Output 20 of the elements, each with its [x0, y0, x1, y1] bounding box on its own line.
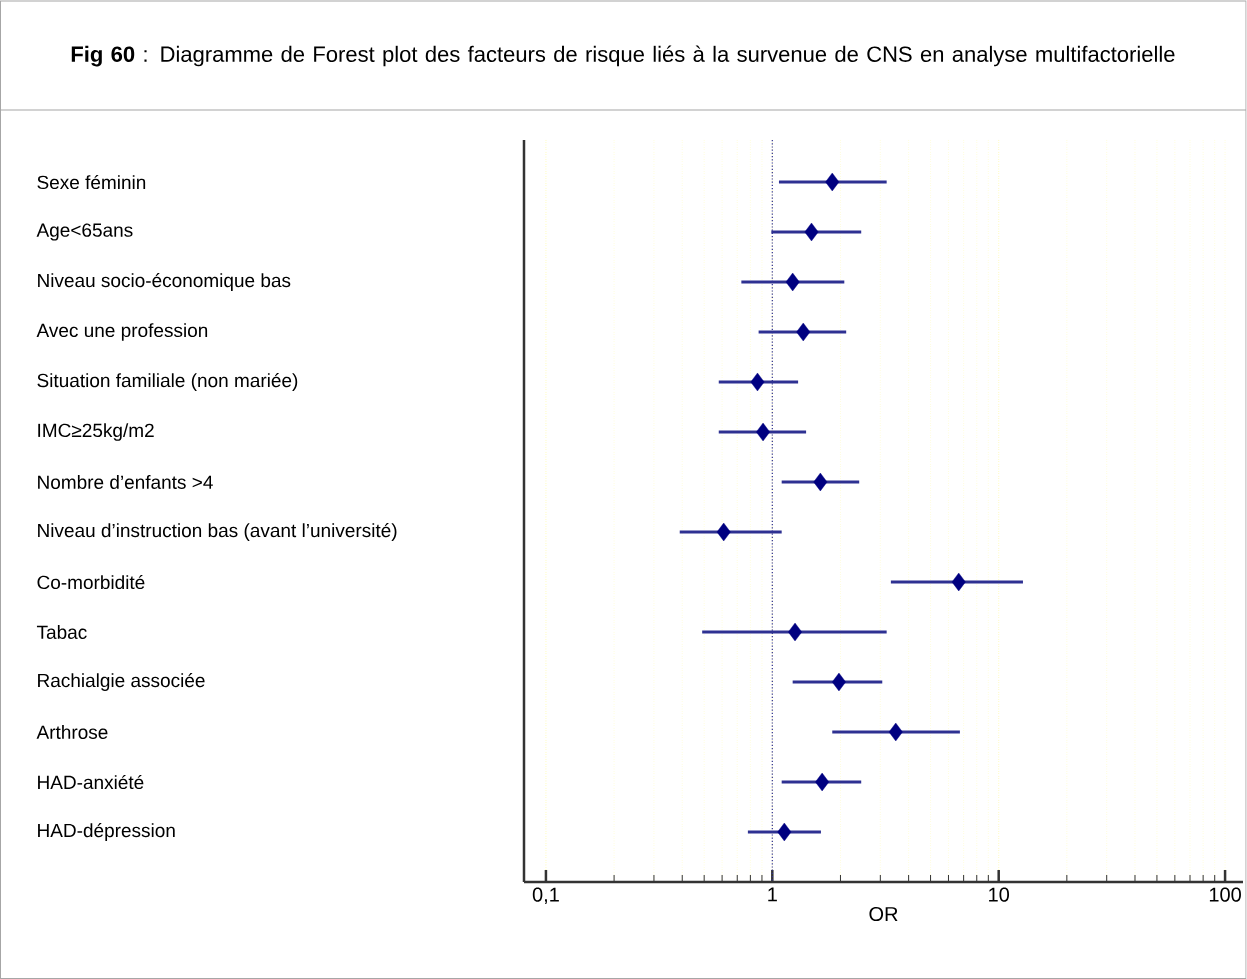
- x-tick-label: 100: [1209, 887, 1241, 902]
- y-tick-label: Nombre d’enfants >4: [38, 475, 213, 489]
- x-tick-label: 1: [768, 887, 777, 902]
- chart-title: Fig 60 : Diagramme de Forest plot des facteurs de risque liés à la survenue de CNS en analyse multifactorielle: [71, 45, 1175, 67]
- x-tick-label: 0,1: [532, 887, 559, 905]
- y-tick-label: Rachialgie associée: [38, 673, 205, 691]
- y-tick-label: Arthrose: [36, 725, 108, 739]
- y-tick-label: HAD-anxiété: [38, 774, 144, 790]
- y-tick-label: Niveau d’instruction bas (avant l’université): [38, 523, 397, 541]
- y-tick-label: Co-morbidité: [37, 574, 145, 590]
- y-tick-label: Sexe féminin: [37, 174, 146, 190]
- y-tick-label: Age<65ans: [36, 223, 133, 241]
- x-axis-title: OR: [869, 906, 898, 922]
- y-tick-label: Tabac: [36, 625, 87, 639]
- y-tick-label: Niveau socio-économique bas: [38, 273, 291, 291]
- x-tick-label: 10: [989, 887, 1010, 902]
- y-tick-label: HAD-dépression: [38, 823, 175, 841]
- y-tick-label: IMC≥25kg/m2: [38, 423, 154, 441]
- y-tick-label: Avec une profession: [36, 323, 208, 341]
- y-tick-label: Situation familiale (non mariée): [37, 373, 298, 391]
